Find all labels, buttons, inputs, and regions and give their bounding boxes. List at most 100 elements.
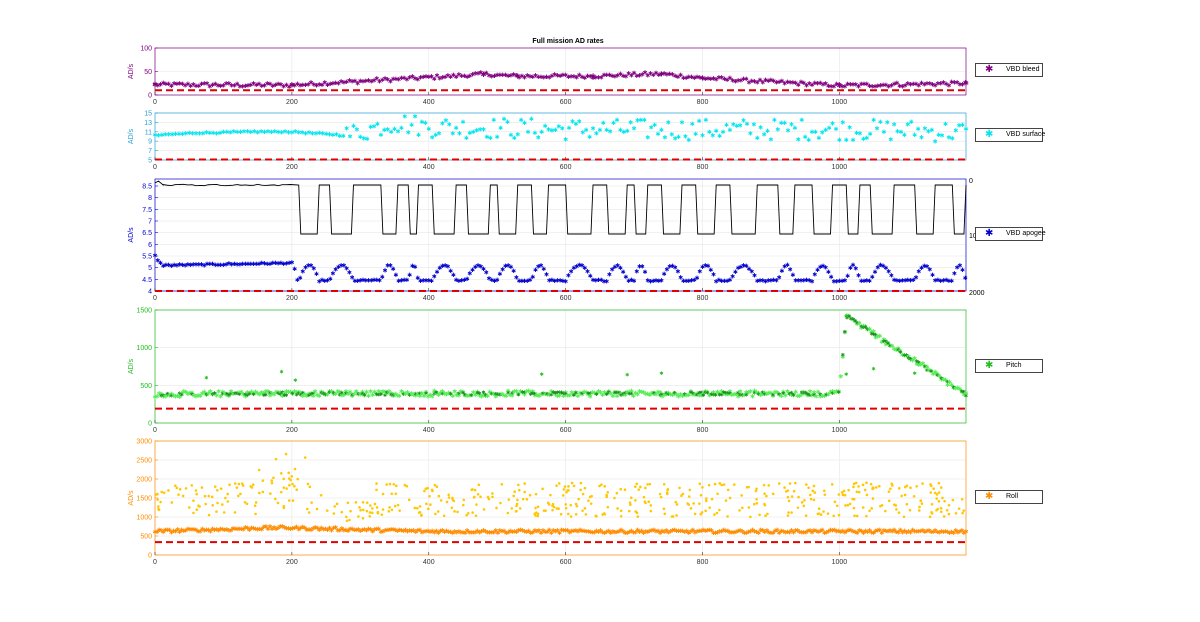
data-point: ✱ (202, 262, 207, 269)
data-point: ✱ (465, 74, 470, 81)
data-point: ✱ (833, 126, 838, 133)
data-point: ✱ (927, 81, 932, 88)
data-point: ✱ (848, 81, 853, 88)
data-point-scatter (346, 501, 350, 505)
data-point-scatter (523, 482, 526, 485)
data-point: ✱ (300, 130, 305, 137)
data-point-scatter (808, 493, 812, 497)
data-point-scatter (190, 484, 194, 487)
data-point-scatter (258, 491, 261, 495)
data-point-scatter (629, 496, 633, 500)
data-point-scatter (932, 487, 935, 491)
data-point-peak: ✱ (700, 75, 706, 83)
data-point: ✱ (738, 78, 743, 85)
data-point-scatter (649, 504, 653, 507)
legend-label: VBD surface (1006, 131, 1046, 138)
data-point: ✱ (638, 117, 643, 124)
data-point: ✱ (188, 262, 193, 269)
data-point-scatter (647, 500, 651, 504)
data-point-scatter (462, 498, 466, 502)
data-point-scatter (426, 486, 430, 490)
data-point-scatter (878, 484, 881, 488)
axes-box (154, 178, 967, 292)
data-point: ✱ (946, 134, 951, 141)
data-point: ✱ (330, 81, 335, 88)
data-point-outlier: ✱ (280, 370, 284, 376)
data-point-scatter (282, 477, 286, 481)
data-point-scatter (816, 512, 820, 516)
data-point-scatter (195, 492, 199, 496)
data-point: ✱ (569, 73, 574, 80)
data-point: ✱ (484, 134, 489, 141)
data-point-scatter (475, 503, 478, 506)
data-point: ✱ (842, 83, 847, 90)
data-point-scatter (749, 515, 752, 519)
data-point: ✱ (570, 119, 575, 126)
data-point: ✱ (623, 74, 628, 81)
data-point-scatter (675, 514, 678, 517)
data-point: ✱ (174, 262, 179, 269)
data-point-scatter (792, 489, 796, 493)
data-point: ✱ (344, 79, 349, 86)
y-tick-label: 13 (144, 120, 152, 127)
data-point: ✱ (889, 82, 894, 89)
data-point: ✱ (385, 126, 390, 133)
data-point-scatter (216, 501, 219, 505)
data-point: ✱ (354, 127, 359, 134)
data-point: ✱ (599, 74, 604, 81)
axes-box (154, 309, 967, 424)
x-tick-label: 800 (697, 559, 709, 566)
data-point: ✱ (741, 76, 746, 83)
x-tick-label: 600 (560, 99, 572, 106)
data-point-scatter (830, 483, 834, 486)
data-point: ✱ (950, 135, 955, 142)
data-point: ✱ (491, 117, 496, 124)
data-point: ✱ (662, 134, 667, 141)
data-point-scatter (211, 503, 214, 507)
data-point-scatter (606, 505, 610, 509)
data-point-scatter (392, 483, 396, 486)
x-tick-label: 200 (286, 427, 298, 434)
data-point-scatter (602, 512, 606, 515)
data-point-scatter (439, 499, 443, 502)
data-point: ✱ (697, 74, 702, 81)
data-point-scatter (804, 514, 808, 518)
data-point: ✱ (779, 120, 784, 127)
data-point: ✱ (180, 81, 185, 88)
data-point-scatter (551, 508, 554, 512)
data-point-scatter (762, 483, 766, 487)
data-point-scatter (865, 493, 869, 497)
data-point: ✱ (204, 81, 209, 88)
legend-roll: ✱ Roll (975, 490, 1043, 504)
data-point: ✱ (596, 75, 601, 82)
data-point: ✱ (929, 127, 934, 134)
data-point: ✱ (963, 275, 968, 282)
data-point: ✱ (361, 135, 366, 142)
data-point: ✱ (252, 129, 257, 136)
data-point: ✱ (864, 81, 869, 88)
data-point: ✱ (708, 76, 713, 83)
data-point: ✱ (402, 114, 407, 121)
data-point: ✱ (847, 125, 852, 132)
data-point-peak: ✱ (515, 73, 521, 81)
data-point: ✱ (419, 119, 424, 126)
data-point: ✱ (533, 73, 538, 80)
data-point: ✱ (703, 76, 708, 83)
data-point: ✱ (350, 78, 355, 85)
data-point: ✱ (210, 82, 215, 89)
data-point: ✱ (296, 130, 301, 137)
data-point: ✱ (844, 137, 849, 144)
data-point: ✱ (298, 83, 303, 90)
data-point: ✱ (662, 70, 667, 77)
data-point-scatter (930, 502, 934, 506)
data-point-scatter (536, 514, 540, 518)
data-point: ✱ (827, 125, 832, 132)
data-point-scatter (395, 484, 398, 488)
data-point: ✱ (207, 261, 212, 268)
data-point: ✱ (464, 135, 469, 142)
data-point: ✱ (692, 75, 697, 82)
data-point: ✱ (388, 78, 393, 85)
data-point: ✱ (295, 81, 300, 88)
data-point: ✱ (187, 130, 192, 137)
data-point: ✱ (837, 82, 842, 89)
